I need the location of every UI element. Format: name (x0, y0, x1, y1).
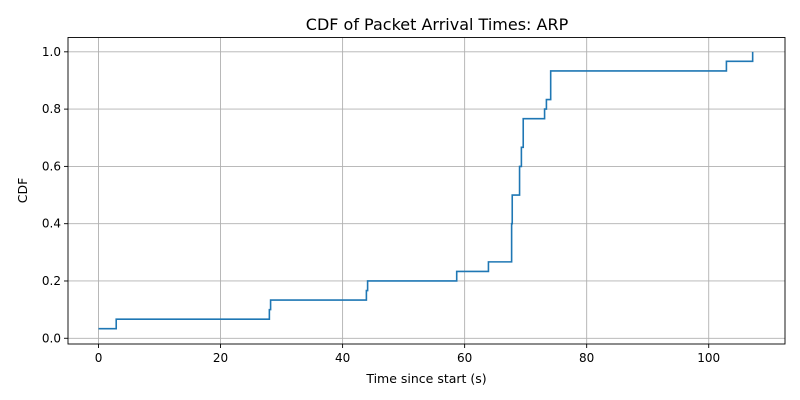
x-tick-label: 0 (95, 351, 103, 365)
y-tick-label: 0.0 (42, 331, 61, 345)
plot-frame (67, 37, 786, 345)
y-tick-label: 0.8 (42, 102, 61, 116)
y-tick-label: 0.4 (42, 217, 61, 231)
cdf-step-line (98, 51, 754, 330)
x-tick-label: 80 (579, 351, 594, 365)
y-tick-label: 0.6 (42, 159, 61, 173)
y-axis-label: CDF (15, 178, 30, 204)
series-layer (98, 51, 754, 330)
x-axis-label: Time since start (s) (365, 371, 486, 386)
y-tick-label: 1.0 (42, 45, 61, 59)
y-tick-label: 0.2 (42, 274, 61, 288)
x-tick-label: 20 (213, 351, 228, 365)
x-tick-label: 60 (457, 351, 472, 365)
grid-layer (68, 37, 785, 344)
tick-layer: 0 20 40 60 80 100 0.0 0.2 0.4 0.6 0.8 1.0 (42, 45, 720, 365)
chart-title: CDF of Packet Arrival Times: ARP (306, 15, 569, 34)
x-tick-label: 40 (335, 351, 350, 365)
x-tick-label: 100 (697, 351, 720, 365)
